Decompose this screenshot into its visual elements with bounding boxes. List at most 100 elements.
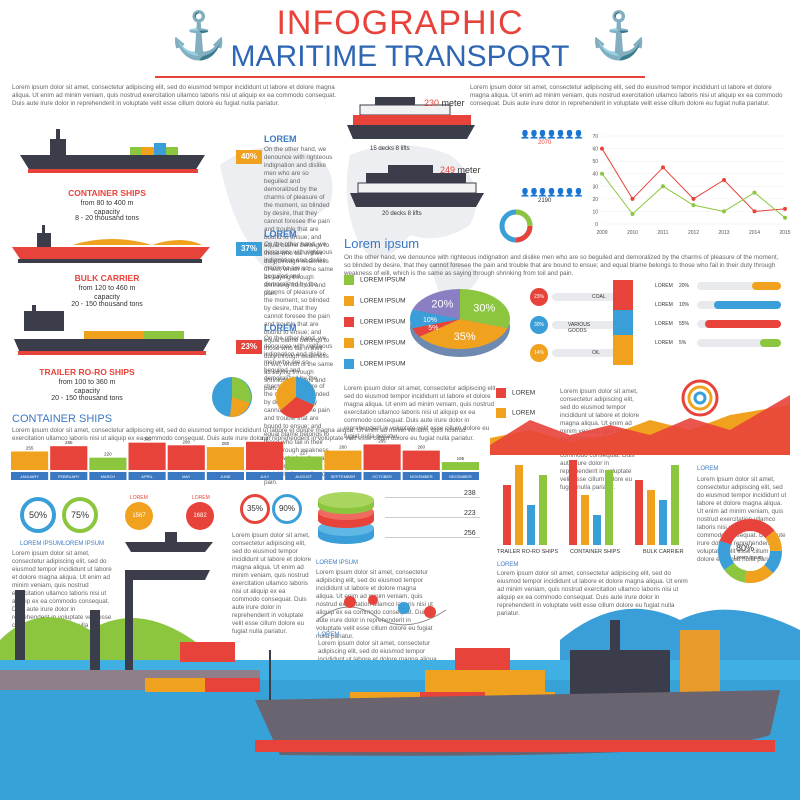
- month-value-label: 260: [417, 445, 425, 450]
- pie-legend: LOREM IPSUM LOREM IPSUM LOREM IPSUM LORE…: [344, 275, 414, 369]
- small-ring-1: 35%: [240, 494, 270, 524]
- cruise-2-length-value: 249: [440, 165, 456, 175]
- legend-swatch: [496, 388, 506, 398]
- pct-tag-roro: 23%: [236, 340, 262, 354]
- y-tick-label: 40: [592, 172, 598, 178]
- area-legend: LOREM LOREM: [496, 388, 535, 418]
- month-value-label: 310: [261, 436, 269, 441]
- pct-tag-container: 40%: [236, 150, 262, 164]
- mid-paragraph: Lorem ipsum dolor sit amet, consectetur …: [344, 385, 498, 440]
- container-desc: On the other hand, we denounce with righ…: [264, 146, 334, 297]
- small-ship-icon: [125, 532, 213, 552]
- pie-slice: [460, 289, 510, 329]
- roro-ship-icon: [14, 305, 210, 355]
- harbor-scene: [0, 570, 800, 800]
- month-label: OCTOBER: [372, 474, 392, 479]
- pie-legend-item: LOREM IPSUM: [344, 359, 414, 369]
- x-tick-label: 2009: [596, 230, 607, 236]
- group-label-1: TRAILER RO-RO SHIPS: [497, 549, 559, 555]
- month-label-bg: [206, 472, 244, 480]
- page-subtitle: MARITIME TRANSPORT: [230, 40, 570, 73]
- circle-stat-2: 1682: [186, 502, 214, 530]
- month-label-bg: [246, 472, 284, 480]
- month-bar: [206, 447, 244, 470]
- grouped-bar-chart: [503, 460, 679, 545]
- grouped-bar: [527, 505, 535, 545]
- month-bar: [50, 446, 88, 470]
- y-tick-label: 20: [592, 197, 598, 203]
- intro-text-left: Lorem ipsum dolor sit amet, consectetur …: [12, 84, 337, 107]
- stack-seg-orange: [613, 335, 633, 365]
- ring-stat-1-caption: LOREM IPSUM: [20, 541, 63, 547]
- data-point: [752, 209, 757, 214]
- circle-stat-1: 1567: [125, 502, 153, 530]
- month-label: AUGUST: [295, 474, 312, 479]
- stack-seg-red: [613, 280, 633, 310]
- roro-cap-label: capacity: [74, 388, 100, 395]
- data-point: [630, 196, 635, 201]
- month-label-bg: [128, 472, 166, 480]
- ring-stat-2-caption: LOREM IPSUM: [62, 541, 105, 547]
- bottom-lorem: LOREM: [318, 632, 340, 638]
- month-label-bg: [441, 472, 479, 480]
- cargo-pct: 14%: [530, 344, 548, 362]
- cylinder-stack: [318, 492, 374, 544]
- cargo-bar: [552, 321, 622, 329]
- lorem-bulk: LOREM: [264, 229, 297, 239]
- cruise-1-length-unit: meter: [441, 98, 465, 108]
- lorem-ipsum-heading: Lorem ipsum: [344, 236, 420, 251]
- people-stat-1: 2070: [538, 140, 552, 146]
- page-title: INFOGRAPHIC: [276, 4, 524, 42]
- y-tick-label: 60: [592, 147, 598, 153]
- data-point: [722, 178, 726, 182]
- right-bar-fill: [705, 320, 781, 328]
- right-bar-label: LOREM: [655, 340, 673, 346]
- right-bar-label: LOREM: [655, 302, 673, 308]
- month-value-label: 295: [378, 438, 386, 443]
- roro-label: TRAILER RO-RO SHIPS: [39, 367, 135, 377]
- legend-swatch: [344, 275, 354, 285]
- y-tick-label: 0: [595, 222, 598, 228]
- container-ships-text: Lorem ipsum dolor sit amet, consectetur …: [12, 427, 475, 442]
- pie-slice: [419, 319, 508, 349]
- right-bar-fill: [760, 339, 781, 347]
- data-point: [691, 196, 696, 201]
- roro-capacity: 20 - 150 thousand tons: [51, 395, 123, 402]
- month-value-label: 195: [457, 456, 465, 461]
- donut-chart: [718, 519, 782, 583]
- bulk-carrier-cap-label: capacity: [94, 294, 120, 301]
- month-label-bg: [402, 472, 440, 480]
- data-point: [691, 203, 696, 208]
- small-pie-charts: [212, 377, 316, 419]
- grouped-bar: [593, 515, 601, 545]
- anchor-icon-right: ⚓: [590, 9, 648, 61]
- grouped-bar: [635, 480, 643, 545]
- month-value-label: 290: [182, 439, 190, 444]
- container-ships-label: CONTAINER SHIPS: [68, 188, 146, 198]
- grouped-lorem: LOREM: [497, 562, 519, 568]
- month-label: NOVEMBER: [410, 474, 433, 479]
- grouped-bar: [659, 500, 667, 545]
- month-bar: [402, 450, 440, 470]
- anchor-icon-left: ⚓: [170, 9, 228, 61]
- title-divider: [155, 76, 645, 78]
- month-value-label: 280: [222, 441, 230, 446]
- month-label: DECEMBER: [449, 474, 472, 479]
- right-lorem: LOREM: [697, 466, 719, 472]
- right-bar-row: LOREM 10%: [655, 301, 785, 320]
- people-row-red: 👤👤👤👤👤👤👤: [520, 130, 584, 139]
- bulk-carrier-label: BULK CARRIER: [74, 273, 140, 283]
- y-tick-label: 10: [592, 209, 598, 215]
- right-bar-pct: 55%: [679, 321, 690, 327]
- container-ships-heading: CONTAINER SHIPS: [12, 413, 113, 425]
- ring-stat-2: 75%: [62, 497, 98, 533]
- pie-slice-label: 20%: [431, 298, 453, 310]
- month-bar: [11, 451, 49, 470]
- circle-stat-2-label: LOREM: [192, 495, 210, 501]
- lorem-ipsum-text: On the other hand, we denounce with righ…: [344, 254, 779, 277]
- grouped-bar: [515, 465, 523, 545]
- month-bar: [128, 442, 166, 470]
- month-label: JULY: [260, 474, 270, 479]
- y-tick-label: 70: [592, 134, 598, 140]
- pie-slice-label: 5%: [428, 325, 438, 332]
